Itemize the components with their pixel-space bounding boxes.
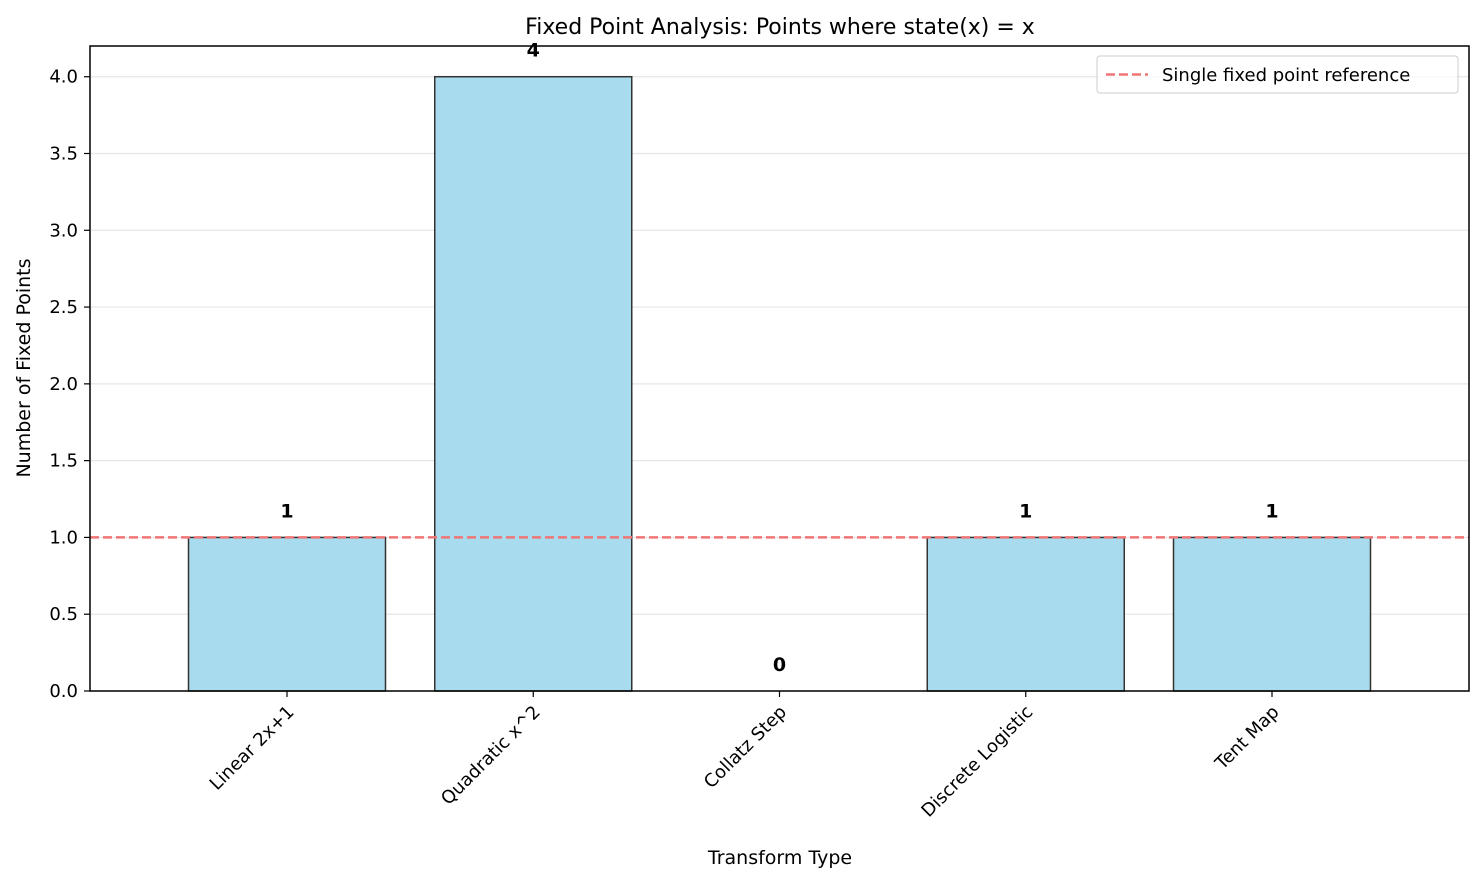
x-tick-label: Collatz Step	[700, 702, 791, 793]
chart-title: Fixed Point Analysis: Points where state…	[525, 15, 1035, 40]
bar	[187, 536, 387, 692]
y-tick-label: 1.0	[49, 527, 78, 548]
y-tick-label: 3.5	[49, 144, 78, 165]
y-tick-label: 0.5	[49, 604, 78, 625]
x-axis-label: Transform Type	[707, 847, 852, 869]
bar	[434, 75, 633, 692]
y-tick-label: 4.0	[49, 67, 78, 88]
bar-layer	[187, 75, 1372, 692]
bar-value-label: 0	[773, 654, 786, 676]
x-tick-label: Linear 2x+1	[206, 702, 299, 795]
bar-value-label: 4	[527, 40, 540, 62]
x-tick-label: Tent Map	[1211, 702, 1284, 775]
legend-reference-label: Single fixed point reference	[1162, 65, 1410, 86]
bar-value-label: 1	[1265, 500, 1278, 522]
y-tick-label: 1.5	[49, 451, 78, 472]
data-label-layer: 1 4 0 1 1	[280, 40, 1278, 676]
bar-value-label: 1	[280, 500, 293, 522]
bar-value-label: 1	[1019, 500, 1032, 522]
x-tick-label: Discrete Logistic	[917, 702, 1037, 822]
y-tick-label: 3.0	[49, 220, 78, 241]
y-tick-label: 2.5	[49, 297, 78, 318]
y-axis-label: Number of Fixed Points	[13, 258, 35, 477]
tick-layer: 0.0 0.5 1.0 1.5 2.0 2.5 3.0 3.5 4.0 Linear 2x+1 Qu…	[49, 67, 1283, 822]
y-tick-label: 2.0	[49, 374, 78, 395]
x-tick-label: Quadratic x^2	[437, 702, 545, 810]
legend: Single fixed point reference	[1096, 55, 1459, 94]
y-tick-label: 0.0	[49, 681, 78, 702]
bar	[1172, 536, 1372, 692]
legend-box	[1096, 55, 1459, 94]
bar	[926, 536, 1125, 692]
